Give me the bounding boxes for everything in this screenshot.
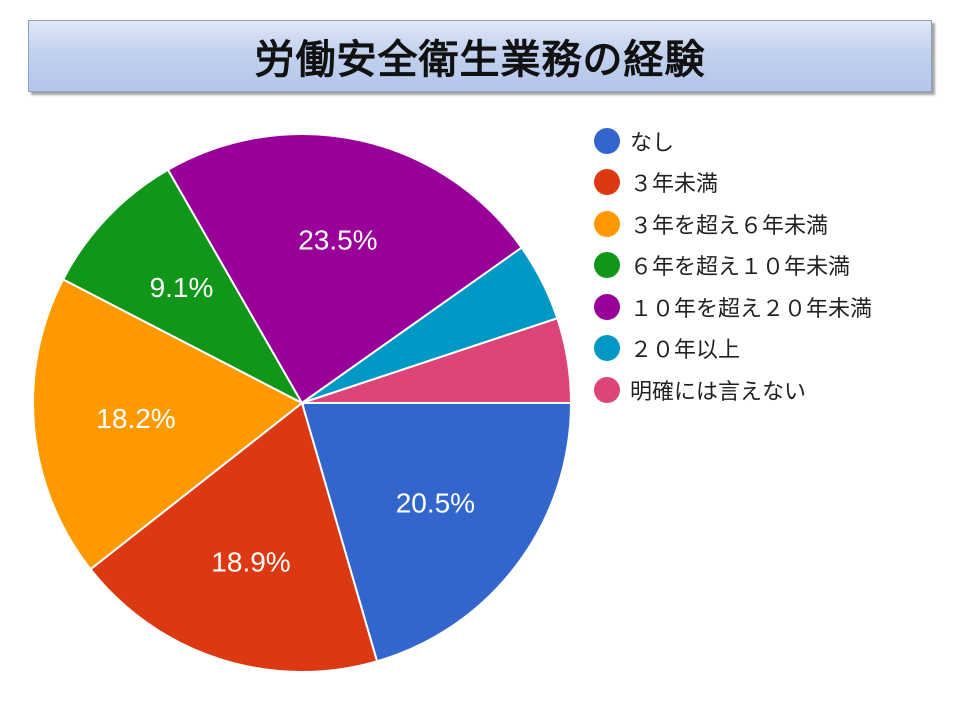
legend-label: なし xyxy=(630,130,675,156)
legend-swatch xyxy=(594,293,620,320)
legend-item: ６年を超え１０年未満 xyxy=(594,245,872,287)
pie-slice xyxy=(32,278,304,571)
legend-swatch xyxy=(594,210,620,237)
legend-item: 明確には言えない xyxy=(594,369,872,411)
pie-slice xyxy=(89,401,379,673)
pie-slice xyxy=(61,168,305,406)
pie-slice xyxy=(166,133,523,405)
slice-data-label: 23.5% xyxy=(298,225,377,256)
legend-item: ３年を超え６年未満 xyxy=(594,203,872,245)
title-banner: 労働安全衛生業務の経験 xyxy=(28,20,932,92)
legend-item: ２０年以上 xyxy=(594,328,872,370)
legend-swatch xyxy=(594,376,620,403)
slice-data-label: 18.2% xyxy=(96,403,175,434)
pie-slice xyxy=(301,317,573,404)
legend-swatch xyxy=(594,127,620,154)
legend-swatch xyxy=(594,335,620,362)
slice-data-label: 20.5% xyxy=(396,488,475,519)
legend-item: １０年を超え２０年未満 xyxy=(594,286,872,328)
legend-label: 明確には言えない xyxy=(630,379,807,405)
slice-data-label: 18.9% xyxy=(211,546,290,577)
legend-label: ２０年以上 xyxy=(630,338,741,364)
chart-legend: なし ３年未満 ３年を超え６年未満 ６年を超え１０年未満 １０年を超え２０年未満 ２０年以… xyxy=(594,120,872,411)
legend-label: ６年を超え１０年未満 xyxy=(630,255,851,281)
legend-swatch xyxy=(594,169,620,196)
legend-label: １０年を超え２０年未満 xyxy=(630,296,873,322)
slice-data-label: 9.1% xyxy=(150,272,214,303)
legend-item: ３年未満 xyxy=(594,162,872,204)
legend-item: なし xyxy=(594,120,872,162)
chart-title: 労働安全衛生業務の経験 xyxy=(254,37,706,83)
legend-label: ３年を超え６年未満 xyxy=(630,213,829,239)
pie-slice xyxy=(300,402,573,663)
legend-swatch xyxy=(594,252,620,279)
legend-label: ３年未満 xyxy=(630,172,719,198)
